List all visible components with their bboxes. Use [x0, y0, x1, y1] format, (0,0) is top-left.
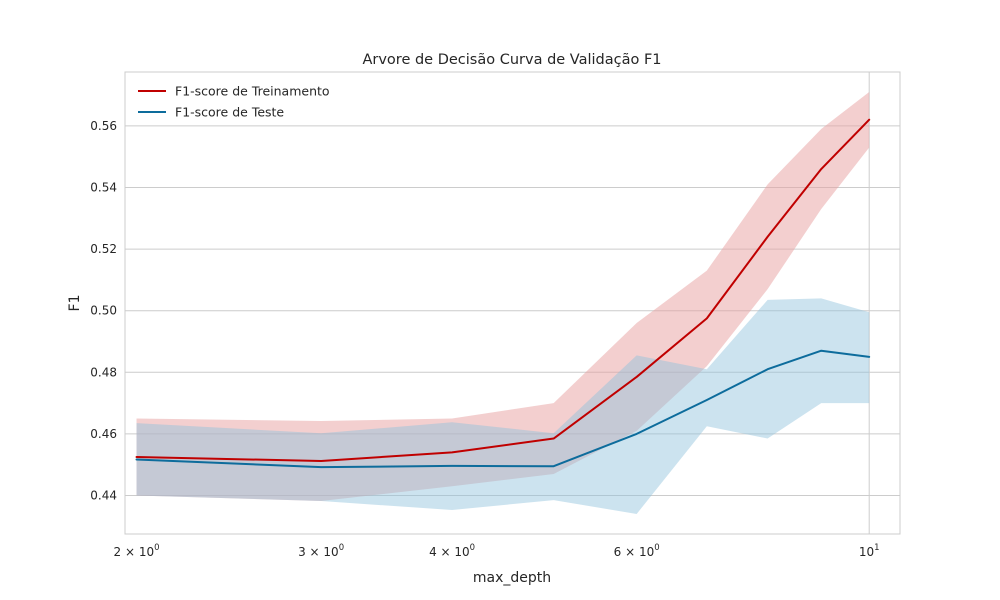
- tick-labels: 0.44 0.46 0.48 0.50 0.52 0.54 0.56 2 × 100 3 × 1…: [90, 119, 879, 559]
- legend: F1-score de Treinamento F1-score de Teste: [138, 84, 330, 120]
- y-tick-label: 0.54: [90, 181, 117, 195]
- series-lines: [135, 118, 871, 469]
- x-tick-label: 6 × 100: [614, 543, 660, 559]
- x-axis-label: max_depth: [473, 570, 551, 586]
- series-line-training: [135, 118, 871, 462]
- x-tick-label: 2 × 100: [114, 543, 160, 559]
- y-axis-label: F1: [67, 295, 83, 312]
- plot-frame: [124, 71, 901, 535]
- x-tick-label: 101: [859, 543, 880, 559]
- y-tick-label: 0.52: [90, 242, 117, 256]
- x-tick-label: 4 × 100: [429, 543, 475, 559]
- y-tick-label: 0.48: [90, 365, 117, 379]
- legend-label: F1-score de Treinamento: [175, 84, 330, 99]
- y-tick-label: 0.56: [90, 119, 117, 133]
- y-tick-label: 0.44: [90, 489, 117, 503]
- chart-title: Arvore de Decisão Curva de Validação F1: [362, 52, 661, 68]
- series-line-test: [135, 349, 871, 469]
- legend-label: F1-score de Teste: [175, 105, 284, 120]
- y-tick-label: 0.50: [90, 304, 117, 318]
- y-tick-label: 0.46: [90, 427, 117, 441]
- x-tick-label: 3 × 100: [298, 543, 344, 559]
